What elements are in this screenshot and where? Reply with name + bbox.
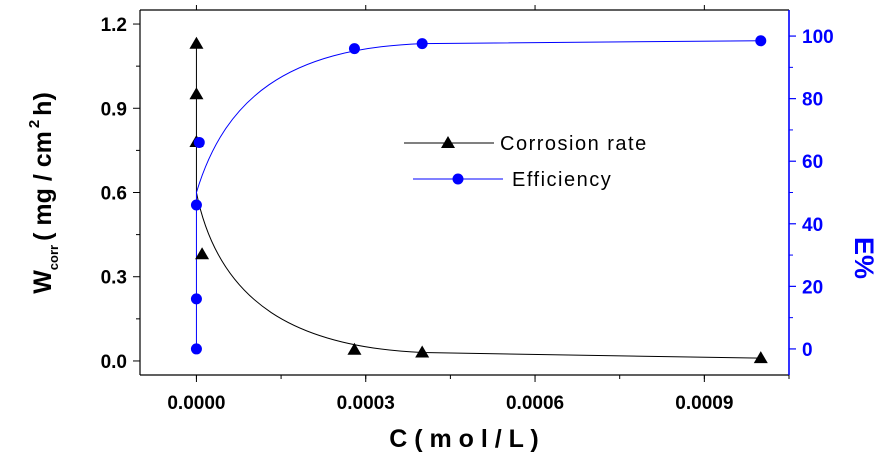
x-axis-ticks: 0.0000 0.0003 0.0006 0.0009 <box>167 5 790 414</box>
y2-tick-label: 60 <box>802 152 823 173</box>
x-tick-label: 0.0000 <box>167 393 225 414</box>
y2-axis-title: E% <box>849 237 879 279</box>
x-tick-label: 0.0009 <box>675 393 733 414</box>
corrosion-rate-point <box>753 351 768 364</box>
data-markers <box>189 35 768 364</box>
y2-tick-label: 100 <box>802 27 834 48</box>
y2-axis-ticks: 0 20 40 60 80 100 <box>789 27 834 361</box>
efficiency-point <box>190 199 202 211</box>
plot-frame <box>139 9 790 376</box>
y-axis-title: Wcorr( mg / cm2h) <box>26 92 61 294</box>
efficiency-point <box>348 43 360 55</box>
x-tick-label: 0.0006 <box>506 393 564 414</box>
y2-tick-label: 20 <box>802 277 823 298</box>
legend: Corrosion rate Efficiency <box>404 133 648 191</box>
y-tick-label: 0.9 <box>101 99 127 120</box>
corrosion-rate-point <box>347 342 362 355</box>
legend-label-efficiency: Efficiency <box>512 169 612 191</box>
y2-tick-label: 80 <box>802 90 823 111</box>
x-axis-title: C ( m o l / L ) <box>389 425 539 453</box>
legend-marker-triangle <box>441 136 455 148</box>
legend-item-corrosion-rate: Corrosion rate <box>404 133 648 155</box>
x-tick-label: 0.0003 <box>337 393 395 414</box>
legend-item-efficiency: Efficiency <box>413 169 612 191</box>
legend-label-corrosion-rate: Corrosion rate <box>500 133 648 155</box>
y-tick-label: 0.0 <box>101 352 127 373</box>
corrosion-rate-point <box>415 345 430 358</box>
efficiency-point <box>416 38 428 50</box>
efficiency-point <box>190 343 202 355</box>
corrosion-rate-point <box>189 36 204 49</box>
curve-corrosion-rate <box>195 43 761 359</box>
y-tick-label: 0.6 <box>101 184 127 205</box>
fitted-curves <box>195 40 761 359</box>
efficiency-point <box>190 293 202 305</box>
corrosion-rate-point <box>195 247 210 260</box>
efficiency-point <box>755 35 767 47</box>
curve-efficiency <box>195 40 761 349</box>
y-axis-ticks: 0.0 0.3 0.6 0.9 1.2 <box>101 15 140 373</box>
corrosion-rate-point <box>189 87 204 100</box>
efficiency-point <box>193 136 205 148</box>
y-tick-label: 1.2 <box>101 15 127 36</box>
y2-tick-label: 0 <box>802 340 813 361</box>
y2-tick-label: 40 <box>802 215 823 236</box>
y-tick-label: 0.3 <box>101 268 127 289</box>
legend-marker-circle <box>452 173 464 185</box>
